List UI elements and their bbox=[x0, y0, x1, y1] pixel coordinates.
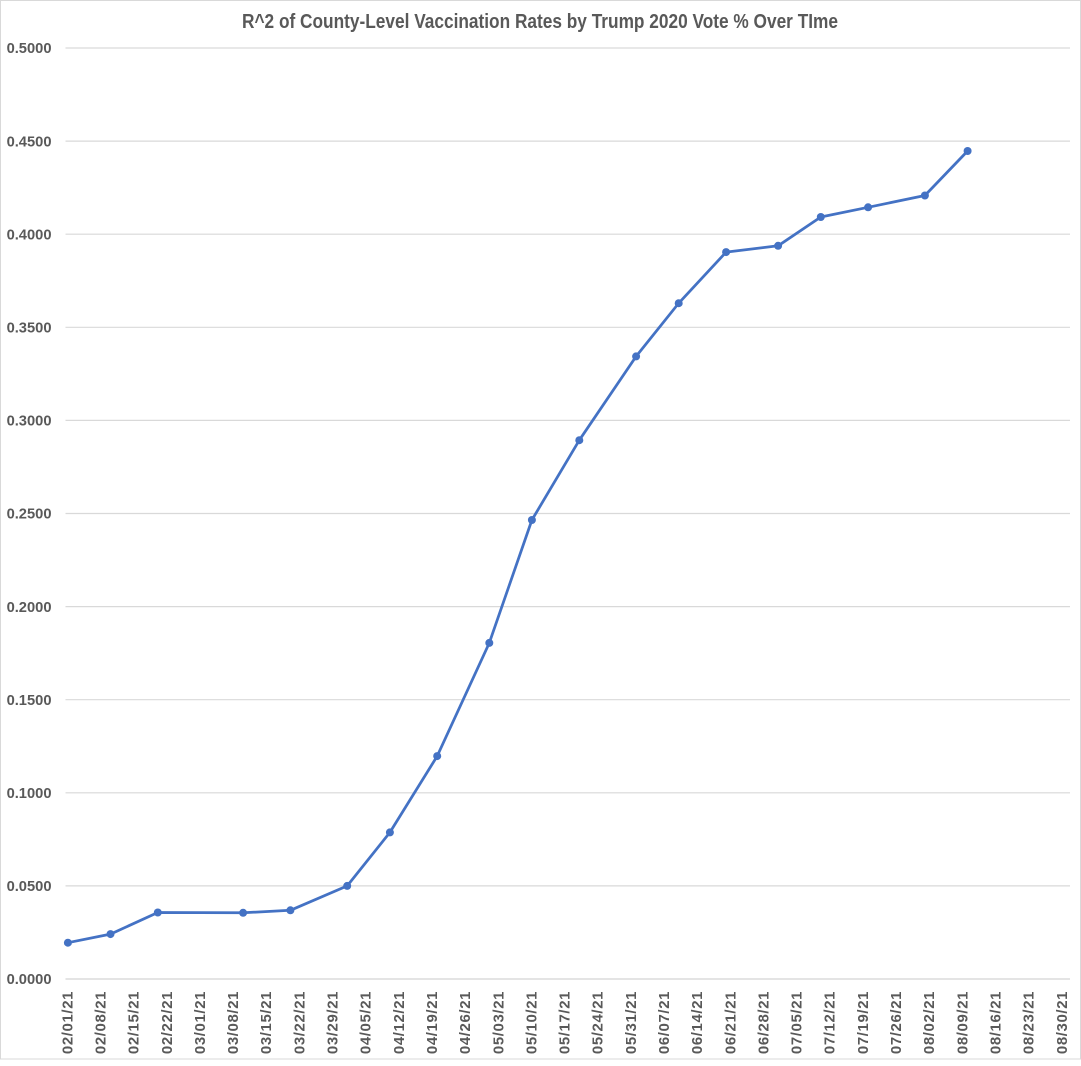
svg-text:05/31/21: 05/31/21 bbox=[623, 991, 640, 1054]
svg-text:0.5000: 0.5000 bbox=[7, 41, 52, 57]
svg-text:05/24/21: 05/24/21 bbox=[590, 991, 607, 1054]
svg-text:0.2000: 0.2000 bbox=[7, 600, 52, 616]
svg-text:04/19/21: 04/19/21 bbox=[424, 991, 441, 1054]
svg-text:02/15/21: 02/15/21 bbox=[126, 991, 143, 1054]
svg-text:03/15/21: 03/15/21 bbox=[258, 991, 275, 1054]
svg-text:08/16/21: 08/16/21 bbox=[988, 991, 1005, 1054]
svg-text:0.3500: 0.3500 bbox=[7, 321, 52, 337]
svg-text:06/07/21: 06/07/21 bbox=[656, 991, 673, 1054]
svg-text:02/01/21: 02/01/21 bbox=[59, 991, 76, 1054]
svg-text:0.1000: 0.1000 bbox=[7, 786, 52, 802]
svg-text:07/12/21: 07/12/21 bbox=[822, 991, 839, 1054]
svg-text:0.0500: 0.0500 bbox=[7, 879, 52, 895]
svg-text:03/08/21: 03/08/21 bbox=[225, 991, 242, 1054]
svg-text:05/10/21: 05/10/21 bbox=[523, 991, 540, 1054]
svg-text:02/22/21: 02/22/21 bbox=[159, 991, 176, 1054]
svg-text:05/03/21: 05/03/21 bbox=[490, 991, 507, 1054]
svg-text:0.3000: 0.3000 bbox=[7, 414, 52, 430]
svg-text:0.4500: 0.4500 bbox=[7, 134, 52, 150]
svg-text:08/30/21: 08/30/21 bbox=[1054, 991, 1071, 1054]
svg-text:03/22/21: 03/22/21 bbox=[291, 991, 308, 1054]
svg-text:04/05/21: 04/05/21 bbox=[358, 991, 375, 1054]
svg-text:03/29/21: 03/29/21 bbox=[325, 991, 342, 1054]
svg-text:02/08/21: 02/08/21 bbox=[93, 991, 110, 1054]
svg-text:06/28/21: 06/28/21 bbox=[755, 991, 772, 1054]
svg-text:R^2 of County-Level Vaccinatio: R^2 of County-Level Vaccination Rates by… bbox=[242, 10, 838, 33]
svg-text:07/05/21: 07/05/21 bbox=[789, 991, 806, 1054]
svg-text:0.2500: 0.2500 bbox=[7, 507, 52, 523]
svg-text:08/02/21: 08/02/21 bbox=[921, 991, 938, 1054]
svg-text:03/01/21: 03/01/21 bbox=[192, 991, 209, 1054]
svg-text:04/26/21: 04/26/21 bbox=[457, 991, 474, 1054]
svg-text:08/09/21: 08/09/21 bbox=[954, 991, 971, 1054]
svg-text:0.1500: 0.1500 bbox=[7, 693, 52, 709]
svg-text:06/14/21: 06/14/21 bbox=[689, 991, 706, 1054]
svg-text:07/26/21: 07/26/21 bbox=[888, 991, 905, 1054]
svg-text:05/17/21: 05/17/21 bbox=[557, 991, 574, 1054]
svg-text:07/19/21: 07/19/21 bbox=[855, 991, 872, 1054]
svg-text:0.0000: 0.0000 bbox=[7, 972, 52, 988]
svg-text:08/23/21: 08/23/21 bbox=[1021, 991, 1038, 1054]
svg-text:06/21/21: 06/21/21 bbox=[722, 991, 739, 1054]
svg-text:0.4000: 0.4000 bbox=[7, 227, 52, 243]
svg-text:04/12/21: 04/12/21 bbox=[391, 991, 408, 1054]
